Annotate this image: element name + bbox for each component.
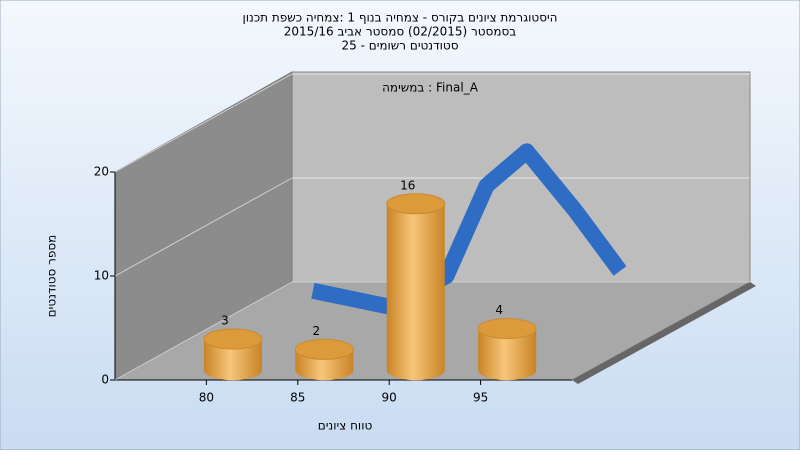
title-line: היסטוגרמת ציונים בקורס - צמחיה בנוף 1 :צ… — [242, 11, 557, 25]
bar-body — [386, 203, 445, 381]
bar-body — [478, 328, 537, 381]
x-tick-label: 95 — [473, 391, 488, 405]
x-tick-label: 85 — [290, 391, 305, 405]
bar-body — [203, 339, 262, 381]
y-tick-label: 20 — [94, 165, 109, 179]
bar-top — [477, 318, 537, 340]
y-tick-label: 0 — [101, 373, 109, 387]
data-label: 4 — [495, 303, 503, 317]
x-tick-label: 90 — [382, 391, 397, 405]
bar — [294, 338, 354, 381]
data-label: 16 — [400, 178, 415, 192]
data-label: 3 — [221, 314, 229, 328]
bar-top — [386, 193, 446, 215]
y-axis-label: מספר סטודנטים — [45, 235, 59, 318]
bar — [203, 328, 263, 381]
title-line: סטודנטים רשומים - 25 — [341, 39, 458, 53]
y-tick-label: 10 — [94, 269, 109, 283]
bar-top — [203, 328, 263, 350]
x-axis-label: טווח ציונים — [318, 419, 373, 433]
floor-edge — [572, 282, 756, 384]
data-label: 2 — [313, 324, 321, 338]
bar — [477, 318, 537, 381]
grid-line — [114, 281, 293, 381]
title: היסטוגרמת ציונים בקורס - צמחיה בנוף 1 :צ… — [242, 11, 557, 53]
title-line: בסמסטר (02/2015) סמסטר אביב 2015/16 — [284, 25, 516, 39]
x-tick-label: 80 — [199, 391, 214, 405]
bar-top — [294, 338, 354, 360]
annotation: במשימה : Final_A — [382, 81, 479, 95]
grid-line — [114, 73, 293, 173]
grid-line — [114, 177, 293, 277]
bar — [386, 193, 446, 381]
back-wall — [291, 71, 751, 283]
